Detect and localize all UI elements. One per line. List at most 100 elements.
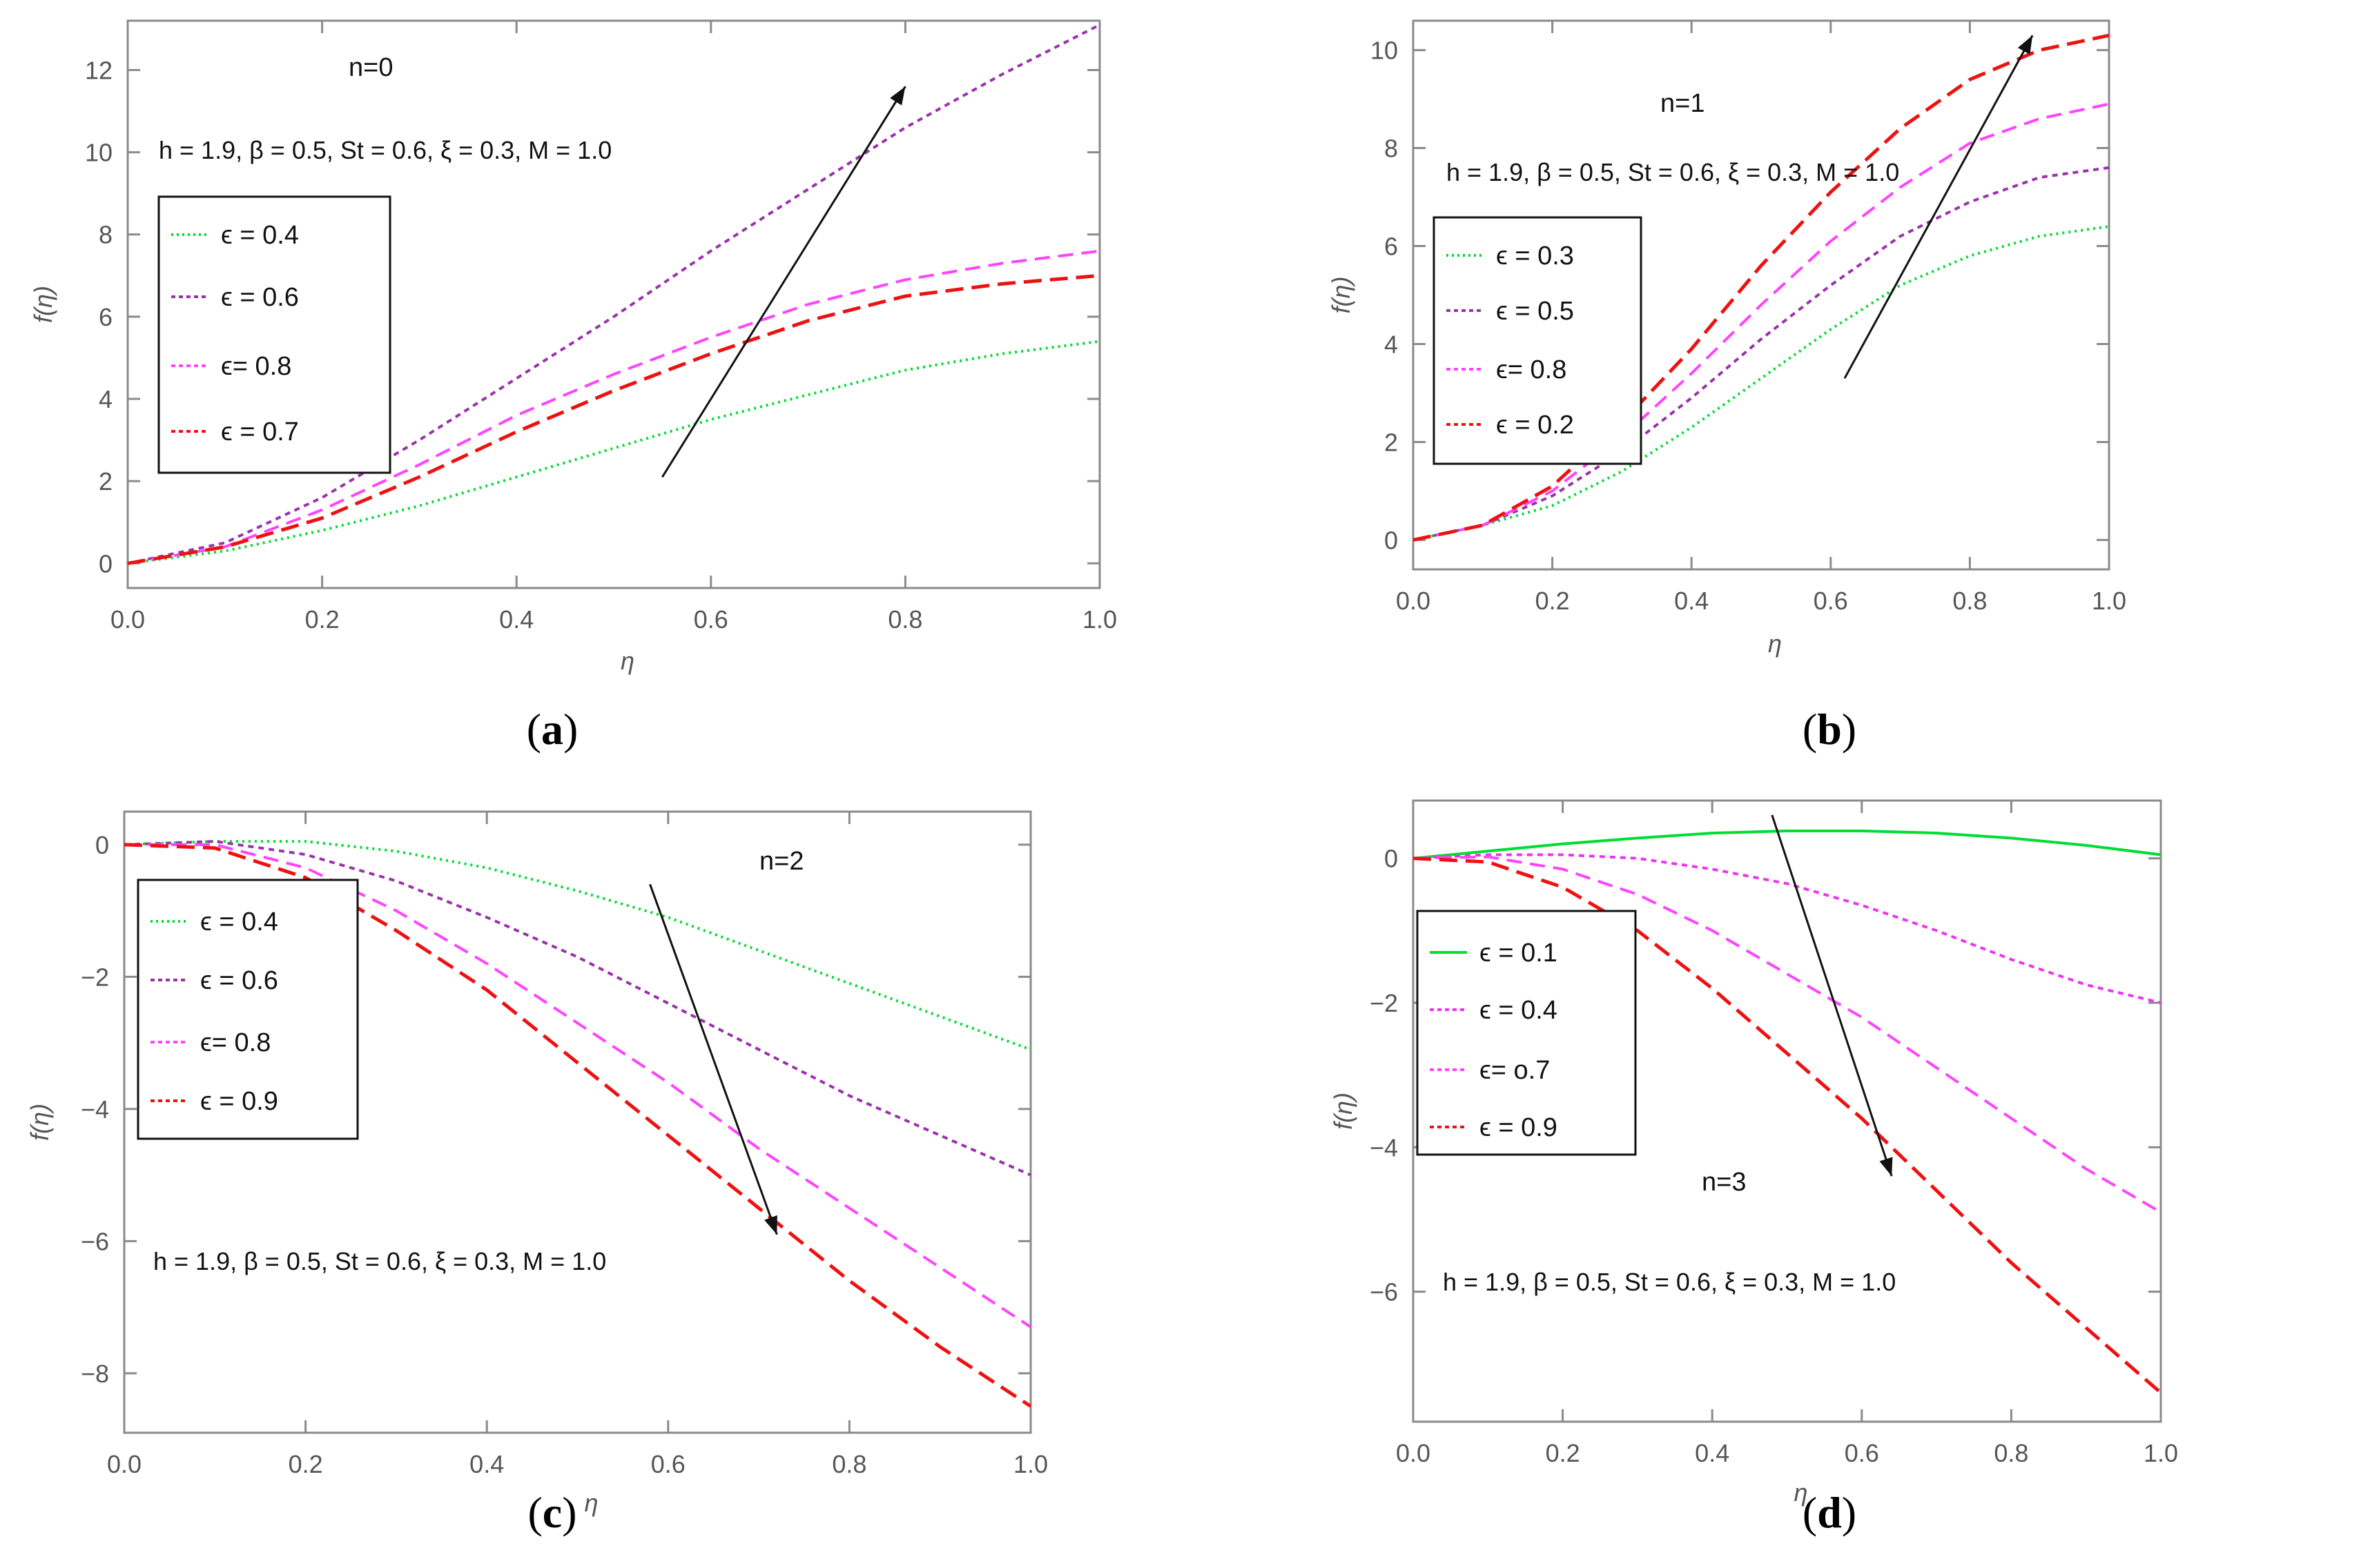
legend-label-b-0: ϵ = 0.3 xyxy=(1496,242,1574,271)
params-annotation-c: h = 1.9, β = 0.5, St = 0.6, ξ = 0.3, M =… xyxy=(153,1247,606,1275)
x-axis-label-d: η xyxy=(1794,1478,1808,1507)
legend-label-c-3: ϵ = 0.9 xyxy=(200,1087,278,1116)
series-line-a-2 xyxy=(127,249,1100,565)
series-line-c-3 xyxy=(124,843,1032,1408)
x-tick-label-c-0: 0.0 xyxy=(107,1450,142,1478)
x-axis-label-c: η xyxy=(585,1489,599,1517)
y-tick-label-b-2: 4 xyxy=(1384,330,1398,358)
y-tick-label-a-6: 12 xyxy=(85,56,113,84)
legend-label-b-3: ϵ = 0.2 xyxy=(1496,411,1574,440)
y-axis-label-a: f(η) xyxy=(29,286,57,323)
series-line-c-1 xyxy=(124,840,1031,1177)
y-tick-label-a-5: 10 xyxy=(85,139,113,167)
x-axis-label-b: η xyxy=(1768,629,1782,658)
series-line-b-3 xyxy=(1412,33,2110,542)
n-annotation-c: n=2 xyxy=(759,847,804,876)
trend-arrow-head-a xyxy=(890,86,906,106)
x-tick-label-b-0: 0.0 xyxy=(1396,587,1430,615)
trend-arrow-head-d xyxy=(1879,1157,1893,1177)
legend-label-a-1: ϵ = 0.6 xyxy=(221,283,299,312)
n-annotation-a: n=0 xyxy=(349,53,393,82)
series-line-c-2 xyxy=(124,843,1032,1329)
series-line-d-0 xyxy=(1412,830,2162,860)
trend-arrow-line-a xyxy=(661,86,906,478)
caption-c: (c) xyxy=(527,1488,577,1537)
legend-label-a-3: ϵ = 0.7 xyxy=(221,418,299,447)
y-tick-label-a-1: 2 xyxy=(99,467,113,496)
y-tick-label-b-3: 6 xyxy=(1384,233,1398,261)
series-line-a-3 xyxy=(127,273,1100,565)
x-tick-label-c-2: 0.4 xyxy=(469,1450,504,1478)
y-tick-label-c-1: −2 xyxy=(81,963,109,991)
legend-label-c-1: ϵ = 0.6 xyxy=(200,966,278,995)
trend-arrow-head-b xyxy=(2017,35,2033,55)
x-tick-label-c-1: 0.2 xyxy=(289,1450,323,1478)
trend-arrow-head-c xyxy=(764,1215,777,1235)
caption-a: (a) xyxy=(526,705,579,754)
x-tick-label-d-5: 1.0 xyxy=(2144,1439,2178,1467)
panel-d: 0.0 0.2 0.4 0.6 0.8 1.0 0 −2 −4 −6 η f(η) n=3 h = 1.9… xyxy=(1187,780,2370,1568)
legend-label-d-2: ϵ= o.7 xyxy=(1479,1056,1550,1085)
y-tick-label-d-3: −6 xyxy=(1370,1278,1398,1306)
x-tick-label-b-4: 0.8 xyxy=(1952,587,1987,615)
series-line-d-1 xyxy=(1412,853,2162,1004)
legend-label-b-2: ϵ= 0.8 xyxy=(1496,355,1566,384)
params-annotation-d: h = 1.9, β = 0.5, St = 0.6, ξ = 0.3, M =… xyxy=(1443,1268,1896,1296)
panel-a: 0.0 0.2 0.4 0.6 0.8 1.0 0 2 4 6 8 10 12 η f(η) n=0 h = 1… xyxy=(0,0,1174,780)
x-tick-label-a-5: 1.0 xyxy=(1082,605,1117,634)
y-tick-label-b-0: 0 xyxy=(1384,526,1398,554)
x-tick-label-d-4: 0.8 xyxy=(1994,1439,2028,1467)
series-line-d-3 xyxy=(1412,856,2162,1394)
x-tick-label-d-1: 0.2 xyxy=(1546,1439,1580,1467)
n-annotation-b: n=1 xyxy=(1660,89,1704,118)
y-axis-label-b: f(η) xyxy=(1327,277,1355,314)
y-axis-label-d: f(η) xyxy=(1329,1092,1357,1130)
params-annotation-a: h = 1.9, β = 0.5, St = 0.6, ξ = 0.3, M =… xyxy=(159,136,612,164)
x-tick-label-c-5: 1.0 xyxy=(1013,1450,1048,1478)
x-tick-label-b-5: 1.0 xyxy=(2092,587,2126,615)
chart-a: 0.0 0.2 0.4 0.6 0.8 1.0 0 2 4 6 8 10 12 η f(η) n=0 h = 1… xyxy=(29,19,1117,675)
legend-label-c-0: ϵ = 0.4 xyxy=(200,908,278,937)
trend-arrow-line-d xyxy=(1771,814,1893,1177)
panel-b: 0.0 0.2 0.4 0.6 0.8 1.0 0 2 4 6 8 10 η f(η) n=1 h = 1.9… xyxy=(1187,0,2370,780)
n-annotation-d: n=3 xyxy=(1702,1168,1746,1197)
y-tick-label-b-1: 2 xyxy=(1384,428,1398,456)
x-tick-label-b-3: 0.6 xyxy=(1814,587,1848,615)
chart-d: 0.0 0.2 0.4 0.6 0.8 1.0 0 −2 −4 −6 η f(η) n=3 h = 1.9… xyxy=(1329,799,2178,1507)
legend-label-d-3: ϵ = 0.9 xyxy=(1479,1113,1557,1142)
x-axis-label-a: η xyxy=(621,647,634,675)
y-tick-label-c-0: 0 xyxy=(95,831,109,859)
trend-arrow-line-b xyxy=(1843,35,2034,379)
y-tick-label-b-5: 10 xyxy=(1370,37,1398,65)
series-line-d-2 xyxy=(1412,855,2162,1214)
legend-label-d-1: ϵ = 0.4 xyxy=(1479,996,1557,1025)
y-axis-label-c: f(η) xyxy=(26,1104,54,1141)
x-tick-label-b-2: 0.4 xyxy=(1674,587,1709,615)
x-tick-label-b-1: 0.2 xyxy=(1535,587,1570,615)
y-tick-label-a-4: 8 xyxy=(99,221,113,249)
series-line-a-1 xyxy=(127,23,1100,565)
series-line-b-0 xyxy=(1412,225,2110,542)
series-line-b-2 xyxy=(1412,102,2110,542)
series-line-b-1 xyxy=(1412,166,2110,542)
y-tick-label-d-2: −4 xyxy=(1370,1133,1398,1162)
chart-b: 0.0 0.2 0.4 0.6 0.8 1.0 0 2 4 6 8 10 η f(η) n=1 h = 1.9… xyxy=(1327,19,2126,658)
legend-label-d-0: ϵ = 0.1 xyxy=(1479,939,1557,968)
x-tick-label-a-0: 0.0 xyxy=(110,605,145,634)
x-tick-label-a-2: 0.4 xyxy=(499,605,534,634)
panel-c: 0.0 0.2 0.4 0.6 0.8 1.0 0 −2 −4 −6 −8 η f(η) n=2 h = 1… xyxy=(0,780,1174,1568)
x-tick-label-a-1: 0.2 xyxy=(305,605,340,634)
x-tick-label-c-3: 0.6 xyxy=(651,1450,686,1478)
y-tick-label-c-4: −8 xyxy=(81,1360,109,1388)
y-tick-label-c-2: −4 xyxy=(81,1095,109,1124)
x-tick-label-d-3: 0.6 xyxy=(1845,1439,1879,1467)
y-tick-label-a-0: 0 xyxy=(99,549,113,578)
x-tick-label-a-3: 0.6 xyxy=(694,605,728,634)
legend-label-c-2: ϵ= 0.8 xyxy=(200,1028,271,1057)
trend-arrow-line-c xyxy=(649,883,778,1235)
x-tick-label-a-4: 0.8 xyxy=(888,605,922,634)
caption-b: (b) xyxy=(1802,705,1857,754)
y-tick-label-d-0: 0 xyxy=(1384,845,1398,873)
y-tick-label-a-3: 6 xyxy=(99,303,113,331)
x-tick-label-d-2: 0.4 xyxy=(1695,1439,1729,1467)
